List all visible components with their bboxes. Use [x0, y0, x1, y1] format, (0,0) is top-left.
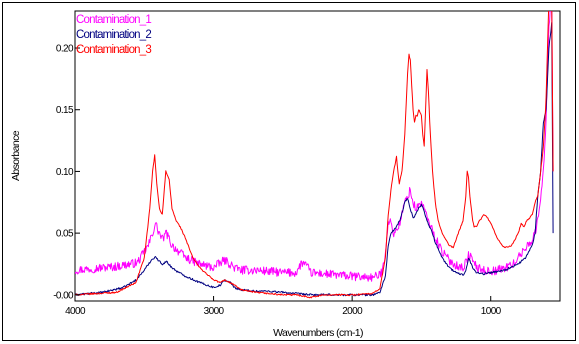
series-layer [75, 11, 554, 299]
y-tick-label: 0.10 [56, 167, 74, 178]
y-axis-ticks: -0.00 0.05 0.10 0.15 0.20 [53, 44, 80, 301]
x-tick-label: 4000 [65, 306, 86, 317]
legend-entry: Contamination_1 [76, 14, 151, 26]
legend: Contamination_1 Contamination_2 Contaminat… [76, 14, 152, 56]
x-tick-label: 2000 [342, 306, 363, 317]
series-line [75, 11, 554, 299]
series-line [75, 22, 554, 297]
x-tick-label: 1000 [481, 306, 502, 317]
y-tick-label: -0.00 [53, 290, 74, 301]
y-tick-label: 0.15 [56, 105, 74, 116]
legend-entry: Contamination_2 [76, 29, 151, 41]
legend-entry: Contamination_3 [76, 44, 151, 56]
x-axis-ticks: 4000 3000 2000 1000 [65, 296, 502, 317]
chart-frame [2, 2, 576, 341]
y-axis-title: Absorbance [10, 130, 22, 181]
y-tick-label: 0.05 [56, 229, 74, 240]
plot-area [74, 10, 561, 302]
y-tick-label: 0.20 [56, 44, 74, 55]
series-line [75, 11, 554, 282]
x-axis-title: Wavenumbers (cm-1) [273, 327, 363, 339]
x-tick-label: 3000 [204, 306, 225, 317]
